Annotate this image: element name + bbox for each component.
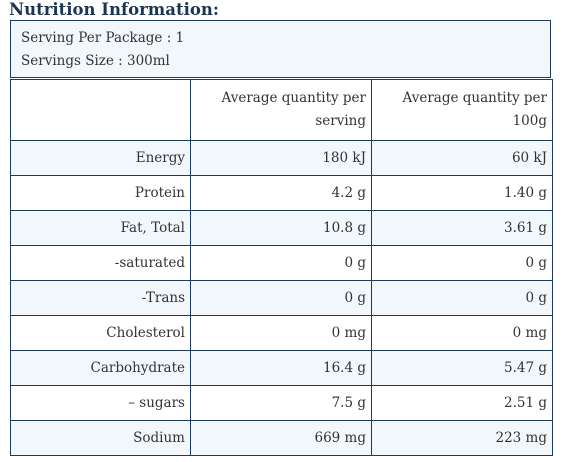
per-serving-value: 0 mg <box>190 315 372 351</box>
per-serving-value: 4.2 g <box>190 175 372 211</box>
per-100g-value: 3.61 g <box>371 210 553 246</box>
table-row: -saturated 0 g 0 g <box>10 245 553 281</box>
table-row: -Trans 0 g 0 g <box>10 280 553 316</box>
nutrition-table: Average quantity per serving Average qua… <box>10 79 553 456</box>
servings-per-package: Serving Per Package : 1 <box>21 30 185 46</box>
nutrient-name: – sugars <box>10 385 191 421</box>
header-per-100g: Average quantity per 100g <box>371 79 553 141</box>
table-row: Energy 180 kJ 60 kJ <box>10 140 553 176</box>
serving-info-box: Serving Per Package : 1 Servings Size : … <box>10 20 551 78</box>
per-100g-value: 0 mg <box>371 315 553 351</box>
nutrient-name: Energy <box>10 140 191 176</box>
per-serving-value: 7.5 g <box>190 385 372 421</box>
table-row: Protein 4.2 g 1.40 g <box>10 175 553 211</box>
per-100g-value: 0 g <box>371 245 553 281</box>
per-100g-value: 2.51 g <box>371 385 553 421</box>
per-100g-value: 1.40 g <box>371 175 553 211</box>
nutrient-name: -Trans <box>10 280 191 316</box>
per-100g-value: 60 kJ <box>371 140 553 176</box>
per-serving-value: 16.4 g <box>190 350 372 386</box>
per-serving-value: 180 kJ <box>190 140 372 176</box>
per-100g-value: 223 mg <box>371 420 553 456</box>
serving-size: Servings Size : 300ml <box>21 53 170 69</box>
nutrient-name: Protein <box>10 175 191 211</box>
table-row: Fat, Total 10.8 g 3.61 g <box>10 210 553 246</box>
header-nutrient <box>10 79 191 141</box>
table-row: – sugars 7.5 g 2.51 g <box>10 385 553 421</box>
per-serving-value: 10.8 g <box>190 210 372 246</box>
table-row: Cholesterol 0 mg 0 mg <box>10 315 553 351</box>
per-serving-value: 0 g <box>190 280 372 316</box>
header-per-serving: Average quantity per serving <box>190 79 372 141</box>
per-serving-value: 0 g <box>190 245 372 281</box>
per-serving-value: 669 mg <box>190 420 372 456</box>
nutrient-name: Carbohydrate <box>10 350 191 386</box>
nutrient-name: Fat, Total <box>10 210 191 246</box>
table-row: Sodium 669 mg 223 mg <box>10 420 553 456</box>
nutrient-name: Sodium <box>10 420 191 456</box>
per-100g-value: 5.47 g <box>371 350 553 386</box>
per-100g-value: 0 g <box>371 280 553 316</box>
table-header-row: Average quantity per serving Average qua… <box>10 79 553 141</box>
nutrition-title: Nutrition Information: <box>9 0 219 19</box>
nutrient-name: Cholesterol <box>10 315 191 351</box>
nutrient-name: -saturated <box>10 245 191 281</box>
table-row: Carbohydrate 16.4 g 5.47 g <box>10 350 553 386</box>
